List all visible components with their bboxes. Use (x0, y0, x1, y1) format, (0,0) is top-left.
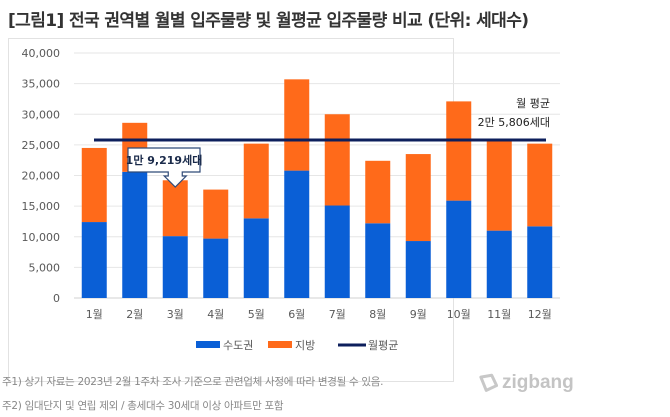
bar-sudogwon (324, 205, 350, 298)
x-tick-label: 1월 (86, 308, 103, 321)
y-tick-label: 15,000 (22, 200, 61, 213)
average-annotation-value: 2만 5,806세대 (478, 116, 550, 129)
bar-sudogwon (446, 200, 472, 298)
x-tick-label: 10월 (447, 308, 471, 321)
legend-swatch-sudogwon (196, 341, 220, 348)
legend-label: 지방 (295, 339, 315, 352)
y-tick-label: 30,000 (22, 108, 61, 121)
zigbang-logo: zigbang (478, 372, 574, 394)
y-tick-label: 0 (53, 292, 60, 305)
x-tick-label: 7월 (329, 308, 346, 321)
bar-sudogwon (405, 241, 431, 298)
zigbang-logo-icon (479, 373, 498, 392)
x-tick-label: 9월 (410, 308, 427, 321)
bar-jibang (284, 79, 310, 171)
chart-title: [그림1] 전국 권역별 월별 입주물량 및 월평균 입주물량 비교 (단위: … (8, 11, 529, 31)
y-tick-label: 25,000 (22, 139, 61, 152)
x-tick-label: 4월 (207, 308, 224, 321)
x-tick-label: 8월 (369, 308, 386, 321)
footnote-1: 주1) 상기 자료는 2023년 2월 1주차 조사 기준으로 관련업체 사정에… (2, 376, 384, 388)
bar-sudogwon (203, 238, 229, 298)
callout-box (127, 147, 201, 188)
legend-label: 월평균 (368, 339, 398, 352)
bar-sudogwon (365, 223, 391, 298)
bar-jibang (446, 101, 472, 201)
bar-sudogwon (284, 170, 310, 298)
average-annotation-title: 월 평균 (516, 97, 550, 110)
bar-jibang (81, 147, 107, 223)
bar-sudogwon (527, 226, 553, 298)
x-tick-label: 2월 (126, 308, 143, 321)
bar-sudogwon (162, 236, 188, 298)
bar-jibang (527, 143, 553, 227)
callout-label: 1만 9,219세대 (126, 153, 203, 167)
logo-text: zigbang (502, 372, 574, 393)
bar-jibang (243, 143, 269, 219)
bar-jibang (162, 180, 188, 237)
x-tick-label: 5월 (248, 308, 265, 321)
y-tick-label: 40,000 (22, 47, 61, 60)
bar-sudogwon (81, 222, 107, 298)
bar-jibang (486, 140, 512, 231)
bar-jibang (324, 114, 350, 206)
y-tick-label: 35,000 (22, 78, 61, 91)
bar-sudogwon (486, 230, 512, 298)
x-tick-label: 3월 (167, 308, 184, 321)
footnote-2: 주2) 임대단지 및 연립 제외 / 총세대수 30세대 이상 아파트만 포함 (2, 400, 284, 412)
x-tick-label: 12월 (528, 308, 552, 321)
bar-sudogwon (243, 218, 269, 298)
y-tick-label: 20,000 (22, 170, 61, 183)
legend-swatch-jibang (268, 341, 292, 348)
bar-sudogwon (122, 171, 148, 298)
bar-jibang (405, 154, 431, 242)
y-tick-label: 5,000 (29, 261, 61, 274)
x-tick-label: 11월 (487, 308, 511, 321)
x-tick-label: 6월 (288, 308, 305, 321)
bar-jibang (365, 160, 391, 224)
y-tick-label: 10,000 (22, 231, 61, 244)
bar-jibang (203, 189, 229, 239)
legend-label: 수도권 (223, 339, 253, 352)
